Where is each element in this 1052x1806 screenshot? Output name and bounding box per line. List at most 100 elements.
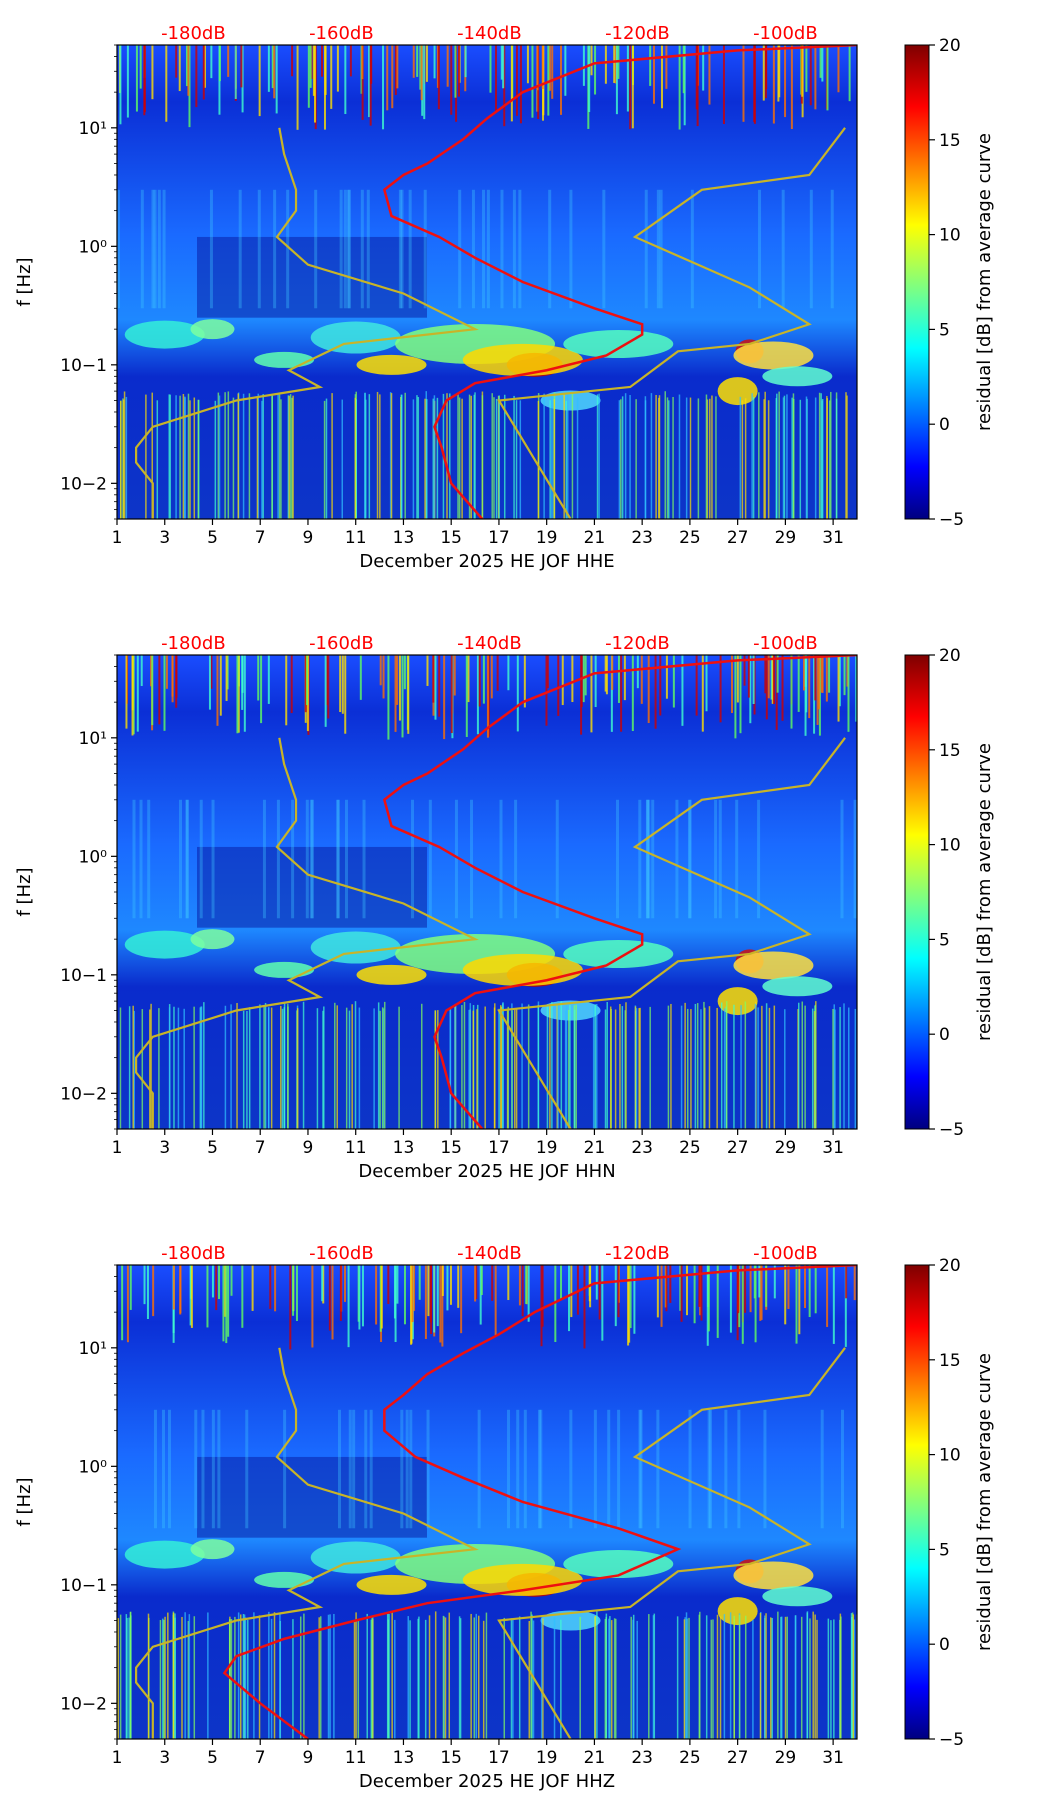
hf-noise-streak — [601, 1265, 604, 1341]
mid-streak — [514, 799, 518, 919]
mid-streak — [539, 1409, 543, 1529]
hf-noise-streak — [304, 655, 307, 713]
hf-noise-streak — [496, 655, 499, 691]
lf-streak — [792, 398, 795, 519]
lf-streak — [400, 394, 403, 519]
lf-streak — [141, 1009, 144, 1129]
lf-streak — [770, 1617, 772, 1739]
lf-streak — [237, 1612, 240, 1739]
hf-noise-streak — [660, 45, 663, 109]
db-level-label: -100dB — [753, 633, 818, 654]
low-noise-model-curve — [134, 127, 479, 519]
db-level-label: -180dB — [161, 633, 226, 654]
lf-streak — [830, 1620, 832, 1739]
hf-noise-streak — [817, 655, 820, 710]
hf-noise-streak — [767, 655, 770, 699]
hf-noise-streak — [219, 655, 222, 716]
mid-streak — [569, 1409, 573, 1529]
hf-noise-streak — [165, 655, 168, 689]
hf-noise-streak — [598, 1265, 601, 1320]
lf-streak — [323, 400, 326, 519]
hf-noise-streak — [816, 655, 819, 725]
lf-streak — [279, 1612, 281, 1739]
lf-streak — [765, 1613, 767, 1739]
hf-noise-streak — [438, 655, 441, 717]
mid-streak — [405, 1409, 409, 1529]
average-psd-curve — [222, 1265, 857, 1739]
plot-area — [117, 45, 857, 519]
hf-noise-streak — [327, 655, 330, 719]
x-tick-label: 25 — [679, 1138, 701, 1158]
lf-streak — [804, 1005, 806, 1129]
lf-streak — [259, 1004, 261, 1129]
hf-noise-streak — [453, 655, 456, 696]
hf-noise-streak — [139, 45, 142, 89]
mid-streak — [257, 189, 261, 309]
mid-streak — [523, 1409, 527, 1529]
hf-noise-streak — [706, 1265, 709, 1346]
colorbar — [904, 44, 930, 520]
hf-noise-streak — [784, 1265, 787, 1325]
hf-noise-streak — [531, 45, 534, 118]
lf-streak — [800, 1616, 803, 1739]
lf-streak — [193, 397, 196, 519]
lf-streak — [777, 1611, 779, 1739]
lf-streak — [839, 1007, 841, 1129]
lf-streak — [594, 1004, 597, 1129]
hf-noise-streak — [739, 655, 742, 734]
x-tick-label: 1 — [112, 1748, 123, 1768]
lf-streak — [571, 393, 574, 519]
mid-streak — [157, 189, 161, 309]
x-tick-label: 25 — [679, 1748, 701, 1768]
hf-noise-streak — [525, 1265, 528, 1304]
lf-streak — [246, 1010, 248, 1129]
lf-streak — [485, 1612, 488, 1739]
hf-noise-streak — [396, 45, 399, 89]
lf-streak — [247, 1619, 249, 1739]
hf-noise-streak — [146, 1265, 149, 1319]
lf-streak — [851, 1616, 853, 1739]
hf-noise-streak — [152, 1265, 155, 1317]
hf-noise-streak — [427, 1265, 430, 1317]
lf-streak — [704, 1007, 706, 1129]
mid-streak — [486, 189, 490, 309]
hf-noise-streak — [165, 45, 168, 122]
lf-streak — [759, 1612, 762, 1739]
lf-streak — [217, 392, 220, 519]
hf-noise-streak — [588, 45, 591, 113]
mid-streak — [718, 799, 722, 919]
mid-streak — [757, 799, 761, 919]
lf-streak — [174, 1613, 176, 1739]
lf-streak — [322, 1010, 324, 1129]
lf-streak — [484, 1006, 486, 1129]
lf-streak — [685, 397, 688, 519]
lf-streak — [752, 396, 755, 519]
hf-noise-streak — [449, 1265, 452, 1305]
lf-streak — [618, 400, 621, 519]
lf-streak — [670, 1003, 672, 1129]
hf-noise-streak — [765, 655, 768, 720]
x-tick-label: 3 — [159, 1138, 170, 1158]
lf-streak — [373, 1008, 375, 1129]
hf-noise-streak — [450, 45, 453, 115]
lf-streak — [473, 394, 476, 519]
hf-noise-streak — [129, 1265, 132, 1310]
lf-streak — [638, 1008, 640, 1129]
mid-streak — [617, 1409, 621, 1529]
lf-streak — [288, 395, 291, 519]
hf-noise-streak — [222, 1265, 225, 1342]
hf-noise-streak — [361, 1265, 364, 1327]
hf-noise-streak — [188, 45, 191, 128]
hf-noise-streak — [627, 1265, 630, 1346]
hf-noise-streak — [583, 1265, 586, 1349]
hf-noise-streak — [678, 45, 681, 130]
lf-streak — [449, 393, 451, 519]
energy-blob — [190, 1539, 235, 1560]
lf-streak — [172, 1612, 175, 1739]
hf-noise-streak — [480, 1265, 483, 1296]
hf-noise-streak — [708, 45, 711, 105]
hf-noise-streak — [576, 1265, 579, 1315]
hf-noise-streak — [809, 45, 812, 106]
colorbar-tick-label: 0 — [939, 1635, 950, 1655]
mid-streak — [763, 1409, 767, 1529]
